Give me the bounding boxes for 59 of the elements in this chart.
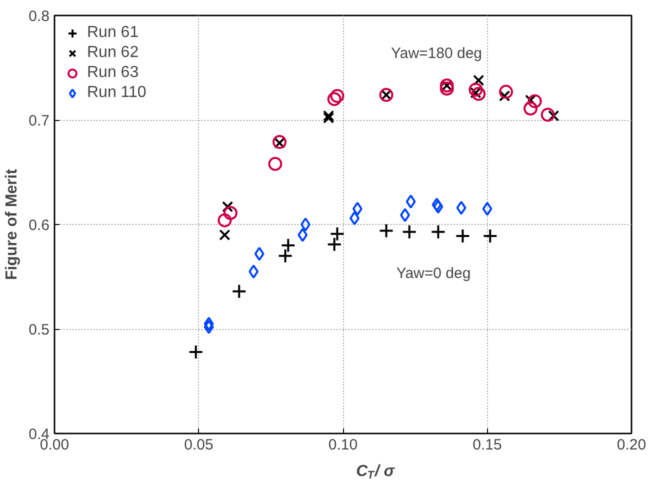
y-tick-label: 0.8 [28, 8, 50, 25]
point [430, 224, 446, 240]
point [406, 194, 416, 209]
point [350, 211, 360, 226]
point [472, 86, 486, 101]
point [300, 218, 310, 232]
annotation: Yaw=180 deg [390, 45, 482, 62]
point [322, 110, 334, 122]
point [223, 206, 238, 220]
point [278, 248, 293, 264]
point [232, 284, 247, 299]
y-tick-label: 0.6 [28, 217, 50, 234]
point [378, 223, 394, 238]
point [482, 202, 492, 216]
point [327, 92, 342, 106]
x-tick-label: 0.20 [616, 436, 646, 454]
point [219, 229, 230, 241]
point [498, 90, 510, 102]
x-tick-label: 0.10 [328, 436, 358, 454]
x-tick-label: 0.05 [184, 436, 214, 454]
point [204, 320, 214, 334]
point [248, 264, 259, 279]
point [280, 238, 296, 253]
x-tick-label: 0.15 [472, 436, 502, 454]
annotation: Yaw=0 deg [396, 265, 471, 282]
point [330, 226, 345, 242]
y-axis-title: Figure of Merit [4, 168, 21, 280]
legend-label: Run 63 [87, 64, 139, 82]
point [330, 88, 344, 103]
point [352, 202, 362, 216]
point [222, 201, 234, 212]
point [440, 82, 454, 96]
point [204, 316, 214, 331]
point [402, 224, 417, 240]
point [540, 108, 555, 122]
point [456, 200, 466, 215]
point [188, 344, 204, 360]
point [499, 84, 514, 99]
point [528, 94, 542, 108]
point [268, 156, 282, 171]
point [326, 236, 342, 252]
point [468, 82, 483, 97]
point [482, 228, 498, 244]
point [470, 87, 482, 98]
point [455, 228, 470, 244]
point [298, 228, 308, 242]
y-tick-label: 0.7 [28, 112, 50, 130]
point [254, 246, 264, 261]
legend-label: Run 110 [87, 84, 146, 102]
legend-label: Run 62 [87, 44, 139, 62]
point [322, 112, 334, 124]
point [400, 208, 410, 222]
point [473, 74, 484, 86]
point [272, 134, 287, 149]
point [218, 213, 232, 228]
point [524, 102, 538, 116]
y-tick-label: 0.5 [28, 322, 50, 338]
point [548, 110, 560, 122]
legend-label: Run 61 [87, 24, 139, 42]
